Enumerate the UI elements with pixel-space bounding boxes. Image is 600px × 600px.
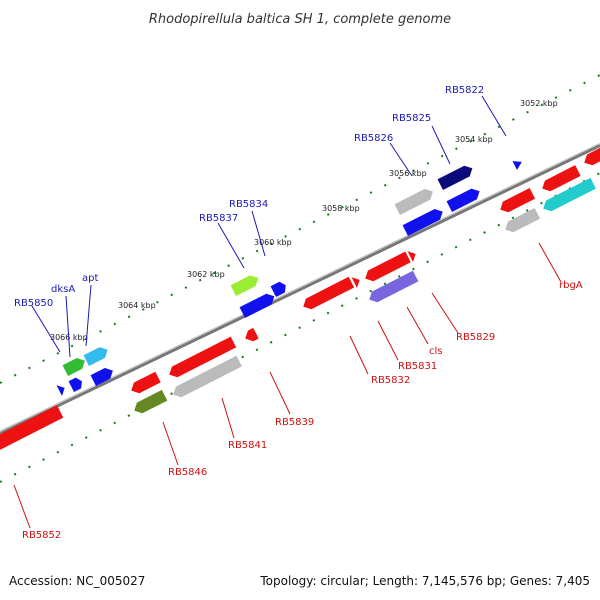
genome-backbone [0, 143, 600, 435]
label-RB5846[interactable]: RB5846 [168, 467, 207, 478]
scale-label-3054: 3054 kbp [455, 135, 493, 144]
scale-label-3058: 3058 kbp [322, 204, 360, 213]
gene-features [0, 143, 600, 454]
scale-label-3062: 3062 kbp [187, 270, 225, 279]
gene-RB5825-inner[interactable] [446, 186, 483, 212]
map-title: Rhodopirellula baltica SH 1, complete ge… [149, 12, 451, 27]
lower-scale-track [0, 172, 600, 483]
scale-label-3052: 3052 kbp [520, 99, 558, 108]
label-apt[interactable]: apt [82, 273, 98, 284]
label-RB5850[interactable]: RB5850 [14, 298, 53, 309]
gene-rbgA-red[interactable] [540, 165, 581, 194]
gene-RB5832-red[interactable] [301, 276, 355, 312]
gene-cls[interactable] [367, 270, 419, 305]
gene-RB5825[interactable] [437, 163, 476, 190]
gene-right-red[interactable] [582, 143, 600, 168]
scale-label-3056: 3056 kbp [389, 169, 427, 178]
gene-RB5846-red[interactable] [129, 371, 161, 396]
gene-rbgA[interactable] [503, 207, 541, 235]
genome-backbone-highlight [0, 143, 600, 432]
gene-RB5850-b[interactable] [56, 383, 68, 396]
bottom-leader-lines [13, 242, 562, 529]
gene-dksA[interactable] [62, 355, 88, 376]
label-RB5825[interactable]: RB5825 [392, 113, 431, 124]
gene-rbgA-cyan[interactable] [541, 177, 596, 214]
label-RB5829[interactable]: RB5829 [456, 332, 495, 343]
accession-text: Accession: NC_005027 [9, 574, 146, 588]
label-RB5834[interactable]: RB5834 [229, 199, 268, 210]
label-RB5822[interactable]: RB5822 [445, 85, 484, 96]
gene-RB5841[interactable] [171, 355, 242, 400]
scale-label-3060: 3060 kbp [254, 238, 292, 247]
gene-RB5832-tip[interactable] [351, 275, 363, 288]
label-RB5852[interactable]: RB5852 [22, 530, 61, 541]
gene-RB5837[interactable] [239, 291, 278, 318]
gene-RB5826-grey[interactable] [394, 186, 436, 215]
gene-RB5846[interactable] [132, 389, 168, 416]
label-RB5841[interactable]: RB5841 [228, 440, 267, 451]
genome-stats-text: Topology: circular; Length: 7,145,576 bp… [260, 574, 590, 588]
label-RB5831[interactable]: RB5831 [398, 361, 437, 372]
gene-RB5848[interactable] [90, 365, 116, 386]
gene-RB5827-red[interactable] [498, 187, 536, 215]
label-RB5837[interactable]: RB5837 [199, 213, 238, 224]
gene-RB5826[interactable] [402, 206, 446, 236]
label-cls[interactable]: cls [429, 346, 443, 357]
gene-RB5830[interactable] [407, 249, 419, 262]
label-rbgA[interactable]: rbgA [559, 280, 583, 291]
gene-RB5852[interactable] [0, 405, 64, 454]
label-dksA[interactable]: dksA [51, 284, 75, 295]
label-RB5839[interactable]: RB5839 [275, 417, 314, 428]
gene-RB5838[interactable] [243, 327, 259, 344]
gene-RB5839[interactable] [167, 336, 237, 380]
gene-RB5831-red[interactable] [363, 251, 411, 284]
top-leader-lines [31, 95, 507, 358]
gene-RB5822[interactable] [512, 157, 524, 170]
scale-label-3064: 3064 kbp [118, 301, 156, 310]
upper-scale-track [0, 74, 600, 384]
gene-RB5834[interactable] [230, 273, 261, 296]
label-RB5832[interactable]: RB5832 [371, 375, 410, 386]
gene-apt[interactable] [83, 344, 111, 366]
gene-RB5837-small[interactable] [270, 280, 289, 297]
gene-RB5850-a[interactable] [68, 376, 85, 392]
label-RB5826[interactable]: RB5826 [354, 133, 393, 144]
